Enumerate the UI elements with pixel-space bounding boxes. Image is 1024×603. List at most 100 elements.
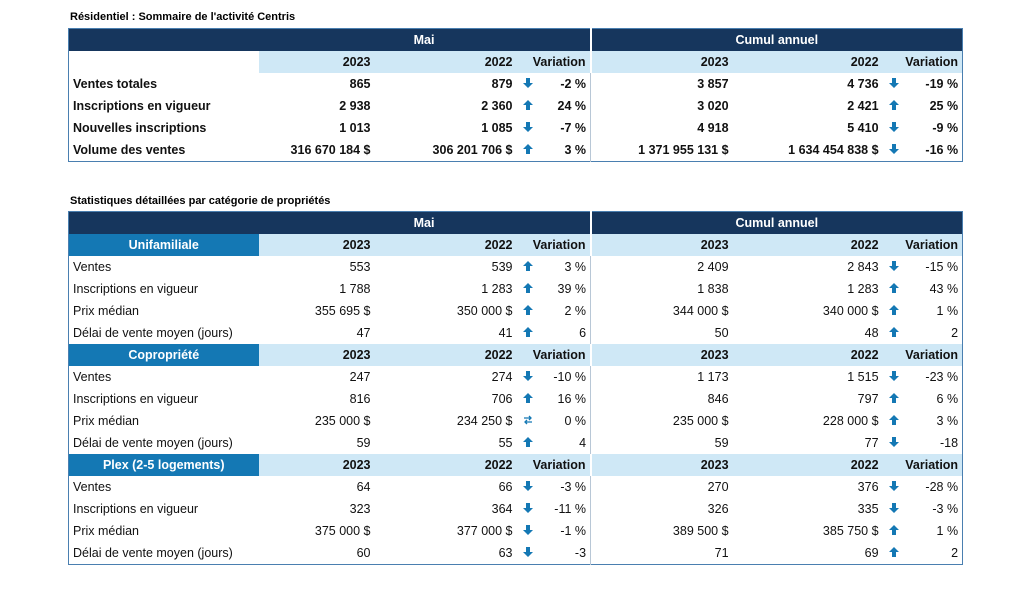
variation-header-cumul: Variation — [882, 51, 963, 73]
variation-header-mai: Variation — [516, 344, 591, 366]
year-2023-cumul: 2023 — [589, 234, 733, 256]
row-label: Inscriptions en vigueur — [73, 98, 211, 113]
table-row: Prix médian 375 000 $ 377 000 $ -1 % 389 500… — [69, 520, 963, 542]
trend-cell — [517, 278, 539, 300]
row-label: Délai de vente moyen (jours) — [73, 325, 233, 340]
table-row: Inscriptions en vigueur 323 364 -11 % 326 335… — [69, 498, 963, 520]
trend-cell — [883, 542, 905, 565]
trend-cell — [517, 410, 539, 432]
arrow-down-icon — [888, 436, 899, 447]
trend-cell — [517, 388, 539, 410]
variation-header-cumul: Variation — [882, 234, 963, 256]
year-row-blank — [68, 51, 259, 73]
value-2023-mai: 323 — [349, 501, 371, 516]
arrow-down-icon — [888, 370, 899, 381]
summary-period-row: Mai Cumul annuel — [68, 28, 963, 51]
trend-cell — [883, 300, 905, 322]
trend-cell — [517, 542, 539, 565]
arrow-up-icon — [888, 282, 899, 293]
trend-cell — [517, 256, 539, 278]
value-2023-cumul: 1 173 — [590, 366, 733, 388]
value-2023-cumul: 4 918 — [590, 117, 733, 139]
trend-cell — [883, 117, 905, 139]
arrow-down-icon — [522, 121, 533, 132]
variation-cumul: 1 % — [936, 523, 959, 538]
value-2022-mai: 2 360 — [481, 98, 513, 113]
row-label: Ventes — [73, 259, 112, 274]
variation-cumul: -3 % — [932, 501, 959, 516]
year-2023-cumul: 2023 — [589, 51, 733, 73]
table-row: Ventes 553 539 3 % 2 409 2 843 -15 % — [69, 256, 963, 278]
summary-period-cumul: Cumul annuel — [589, 28, 963, 51]
arrow-up-icon — [888, 392, 899, 403]
year-2023-mai: 2023 — [258, 51, 375, 73]
arrow-down-icon — [888, 143, 899, 154]
variation-cumul: -9 % — [932, 120, 959, 135]
table-row: Ventes 64 66 -3 % 270 376 -28 % — [69, 476, 963, 498]
value-2022-mai: 377 000 $ — [456, 523, 513, 538]
value-2023-cumul: 389 500 $ — [590, 520, 733, 542]
trend-cell — [883, 322, 905, 344]
value-2023-cumul: 846 — [590, 388, 733, 410]
table-row: Inscriptions en vigueur 2 938 2 360 24 % 3 0… — [69, 95, 963, 117]
value-2022-cumul: 69 — [864, 545, 879, 560]
value-2022-mai: 66 — [498, 479, 513, 494]
value-2022-mai: 234 250 $ — [456, 413, 513, 428]
arrow-down-icon — [522, 480, 533, 491]
year-2022-cumul: 2022 — [732, 454, 883, 476]
table-row: Prix médian 235 000 $234 250 $0 % 235 000 … — [69, 410, 963, 432]
value-2022-cumul: 1 634 454 838 $ — [788, 142, 879, 157]
trend-cell — [517, 117, 539, 139]
band-blank — [68, 28, 259, 51]
trend-cell — [517, 95, 539, 117]
table-row: Délai de vente moyen (jours) 60 63 -3 71 69 2 — [69, 542, 963, 565]
value-2023-mai: 2 938 — [339, 98, 371, 113]
arrow-down-icon — [888, 260, 899, 271]
variation-header-mai: Variation — [516, 454, 591, 476]
value-2022-cumul: 1 515 — [847, 369, 879, 384]
arrow-up-icon — [522, 99, 533, 110]
variation-cumul: -19 % — [925, 76, 959, 91]
variation-mai: -11 % — [554, 501, 587, 516]
arrow-up-icon — [888, 304, 899, 315]
value-2023-mai: 64 — [356, 479, 371, 494]
value-2022-cumul: 2 421 — [847, 98, 879, 113]
year-2022-mai: 2022 — [374, 234, 517, 256]
variation-cumul: 2 — [951, 545, 959, 560]
value-2022-mai: 306 201 706 $ — [432, 142, 513, 157]
variation-cumul: 6 % — [936, 391, 959, 406]
variation-header-mai: Variation — [516, 234, 591, 256]
row-label: Prix médian — [73, 413, 139, 428]
value-2022-cumul: 228 000 $ — [822, 413, 879, 428]
value-2023-mai: 235 000 $ — [314, 413, 371, 428]
arrow-up-icon — [888, 326, 899, 337]
row-label: Ventes — [73, 369, 112, 384]
value-2023-cumul: 326 — [590, 498, 733, 520]
detail-period-cumul: Cumul annuel — [589, 211, 963, 234]
trend-cell — [517, 139, 539, 162]
value-2022-mai: 879 — [491, 76, 513, 91]
variation-cumul: -28 % — [925, 479, 959, 494]
value-2022-cumul: 2 843 — [847, 259, 879, 274]
detail-table: Mai Cumul annuel Unifamiliale 2023 2022 Var… — [68, 211, 964, 565]
trend-cell — [883, 73, 905, 95]
year-2022-mai: 2022 — [374, 454, 517, 476]
trend-cell — [883, 256, 905, 278]
arrow-down-icon — [888, 502, 899, 513]
value-2023-mai: 316 670 184 $ — [290, 142, 371, 157]
variation-mai: 24 % — [557, 98, 587, 113]
row-label: Ventes totales — [73, 76, 158, 91]
variation-cumul: 43 % — [929, 281, 959, 296]
variation-header-cumul: Variation — [882, 454, 963, 476]
value-2022-mai: 350 000 $ — [456, 303, 513, 318]
variation-cumul: -16 % — [925, 142, 959, 157]
value-2023-cumul: 344 000 $ — [590, 300, 733, 322]
row-label: Prix médian — [73, 523, 139, 538]
variation-cumul: 25 % — [929, 98, 959, 113]
year-2022-mai: 2022 — [374, 344, 517, 366]
arrows-flat-icon — [523, 415, 533, 425]
variation-cumul: 3 % — [936, 413, 959, 428]
value-2022-mai: 539 — [491, 259, 513, 274]
value-2022-mai: 364 — [491, 501, 513, 516]
value-2022-mai: 1 085 — [481, 120, 513, 135]
